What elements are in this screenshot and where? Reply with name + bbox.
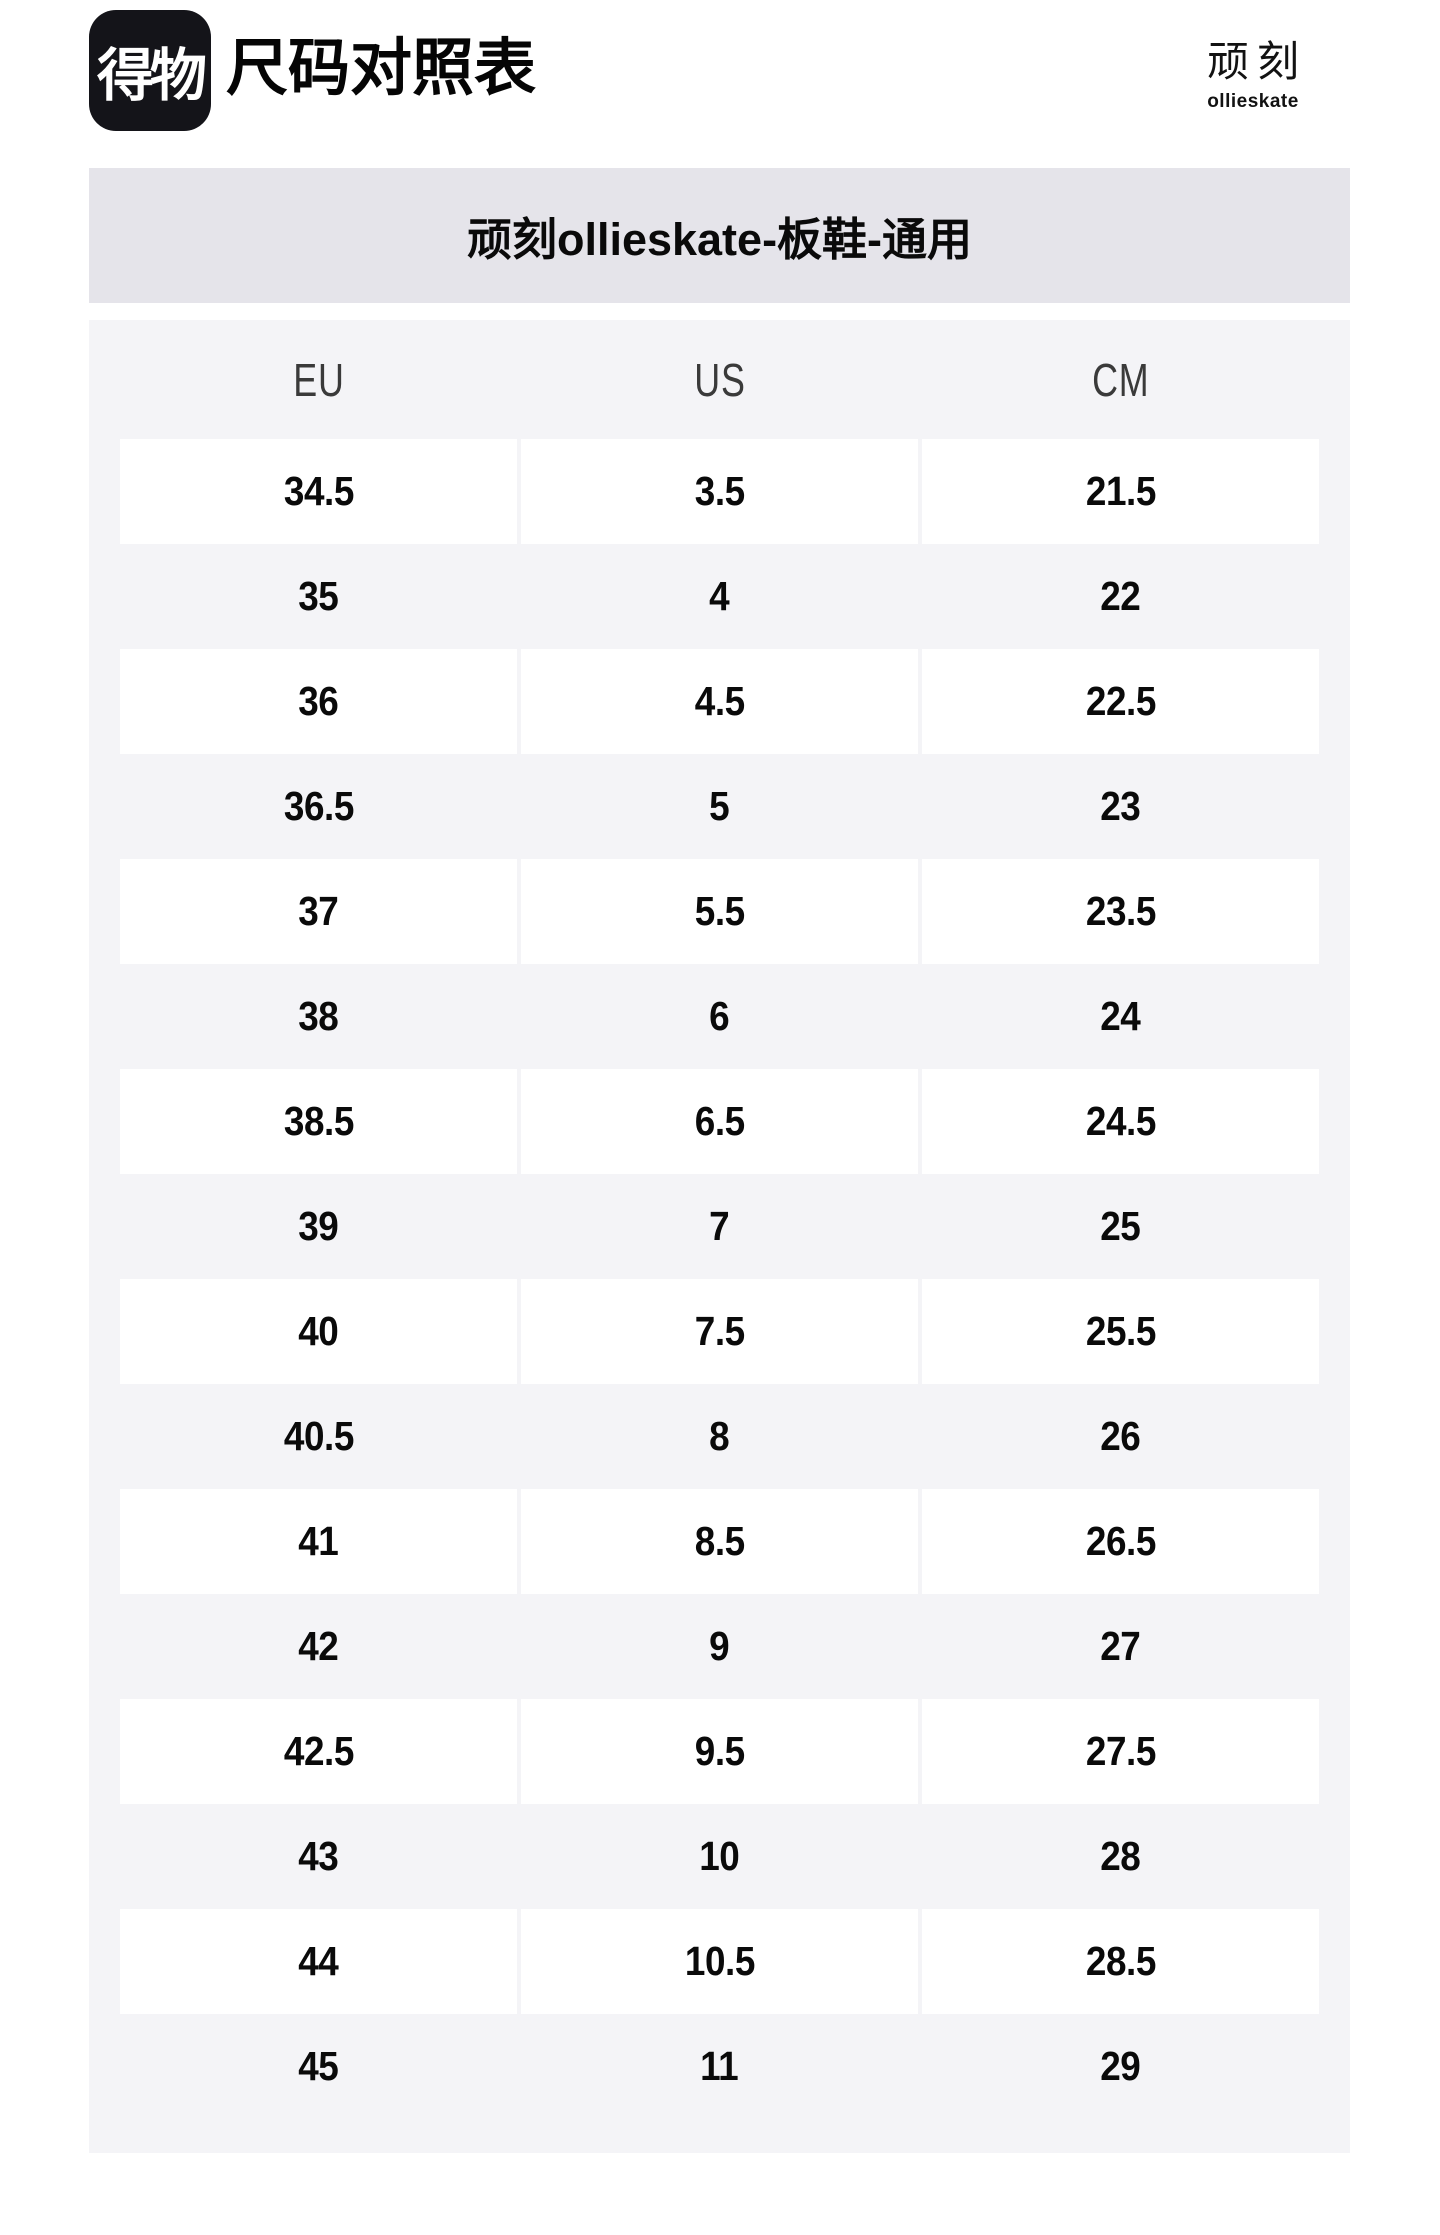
column-header-eu: EU bbox=[292, 353, 345, 406]
table-row: 38 6 24 bbox=[120, 964, 1319, 1069]
product-banner: 顽刻ollieskate-板鞋-通用 bbox=[89, 168, 1350, 303]
size-cell-eu: 38.5 bbox=[120, 1069, 517, 1174]
size-table: EU US CM 34.5 3.5 21.5 35 4 22 36 4.5 22… bbox=[89, 320, 1350, 2153]
size-cell-eu: 42 bbox=[298, 1623, 339, 1669]
brand-logo: 顽刻 ollieskate bbox=[1148, 28, 1358, 113]
size-cell-eu: 41 bbox=[120, 1489, 517, 1594]
table-rows: 34.5 3.5 21.5 35 4 22 36 4.5 22.5 36.5 5… bbox=[120, 439, 1319, 2119]
table-row: 39 7 25 bbox=[120, 1174, 1319, 1279]
table-row: 40 7.5 25.5 bbox=[120, 1279, 1319, 1384]
size-cell-cm: 25 bbox=[1100, 1203, 1141, 1249]
size-cell-eu: 37 bbox=[120, 859, 517, 964]
table-row: 35 4 22 bbox=[120, 544, 1319, 649]
table-row: 45 11 29 bbox=[120, 2014, 1319, 2119]
size-cell-cm: 21.5 bbox=[922, 439, 1319, 544]
size-cell-eu: 42.5 bbox=[120, 1699, 517, 1804]
size-cell-cm: 29 bbox=[1100, 2043, 1141, 2089]
size-cell-cm: 22 bbox=[1100, 573, 1141, 619]
size-cell-eu: 34.5 bbox=[120, 439, 517, 544]
size-cell-cm: 27.5 bbox=[922, 1699, 1319, 1804]
dewu-logo: 得物 bbox=[89, 10, 211, 131]
size-cell-eu: 39 bbox=[298, 1203, 339, 1249]
size-cell-cm: 28.5 bbox=[922, 1909, 1319, 2014]
size-cell-cm: 23.5 bbox=[922, 859, 1319, 964]
size-cell-us: 4.5 bbox=[521, 649, 918, 754]
size-cell-eu: 44 bbox=[120, 1909, 517, 2014]
size-cell-us: 9 bbox=[709, 1623, 730, 1669]
page-title: 尺码对照表 bbox=[226, 34, 537, 103]
size-cell-eu: 43 bbox=[298, 1833, 339, 1879]
size-cell-us: 11 bbox=[700, 2043, 739, 2089]
size-cell-us: 10 bbox=[699, 1833, 740, 1879]
size-cell-us: 6 bbox=[709, 993, 730, 1039]
column-header-row: EU US CM bbox=[120, 320, 1319, 439]
table-row: 34.5 3.5 21.5 bbox=[120, 439, 1319, 544]
size-cell-cm: 26 bbox=[1100, 1413, 1141, 1459]
size-cell-eu: 36 bbox=[120, 649, 517, 754]
size-cell-us: 9.5 bbox=[521, 1699, 918, 1804]
size-cell-us: 6.5 bbox=[521, 1069, 918, 1174]
size-cell-us: 8.5 bbox=[521, 1489, 918, 1594]
table-row: 41 8.5 26.5 bbox=[120, 1489, 1319, 1594]
size-cell-cm: 26.5 bbox=[922, 1489, 1319, 1594]
dewu-logo-text: 得物 bbox=[97, 43, 207, 108]
size-cell-eu: 38 bbox=[298, 993, 339, 1039]
size-cell-cm: 24.5 bbox=[922, 1069, 1319, 1174]
size-cell-us: 10.5 bbox=[521, 1909, 918, 2014]
size-cell-cm: 28 bbox=[1100, 1833, 1141, 1879]
size-cell-eu: 45 bbox=[298, 2043, 339, 2089]
brand-name-cn: 顽刻 bbox=[1206, 40, 1307, 86]
size-cell-us: 5.5 bbox=[521, 859, 918, 964]
table-row: 44 10.5 28.5 bbox=[120, 1909, 1319, 2014]
table-row: 42.5 9.5 27.5 bbox=[120, 1699, 1319, 1804]
size-cell-cm: 27 bbox=[1100, 1623, 1141, 1669]
table-row: 36 4.5 22.5 bbox=[120, 649, 1319, 754]
table-row: 43 10 28 bbox=[120, 1804, 1319, 1909]
table-row: 42 9 27 bbox=[120, 1594, 1319, 1699]
size-cell-us: 7.5 bbox=[521, 1279, 918, 1384]
size-cell-us: 4 bbox=[709, 573, 730, 619]
size-cell-eu: 40.5 bbox=[283, 1413, 354, 1459]
size-cell-cm: 25.5 bbox=[922, 1279, 1319, 1384]
table-row: 38.5 6.5 24.5 bbox=[120, 1069, 1319, 1174]
size-cell-cm: 23 bbox=[1100, 783, 1141, 829]
table-row: 40.5 8 26 bbox=[120, 1384, 1319, 1489]
column-header-us: US bbox=[693, 353, 746, 406]
size-cell-eu: 40 bbox=[120, 1279, 517, 1384]
product-banner-title: 顽刻ollieskate-板鞋-通用 bbox=[466, 214, 973, 265]
size-cell-eu: 35 bbox=[298, 573, 339, 619]
size-cell-us: 3.5 bbox=[521, 439, 918, 544]
column-header-cm: CM bbox=[1091, 353, 1150, 406]
size-cell-cm: 24 bbox=[1100, 993, 1141, 1039]
size-cell-us: 5 bbox=[709, 783, 730, 829]
table-row: 37 5.5 23.5 bbox=[120, 859, 1319, 964]
size-cell-cm: 22.5 bbox=[922, 649, 1319, 754]
brand-name-en: ollieskate bbox=[1207, 91, 1299, 112]
table-row: 36.5 5 23 bbox=[120, 754, 1319, 859]
size-cell-us: 7 bbox=[709, 1203, 730, 1249]
size-cell-eu: 36.5 bbox=[283, 783, 354, 829]
size-cell-us: 8 bbox=[709, 1413, 730, 1459]
